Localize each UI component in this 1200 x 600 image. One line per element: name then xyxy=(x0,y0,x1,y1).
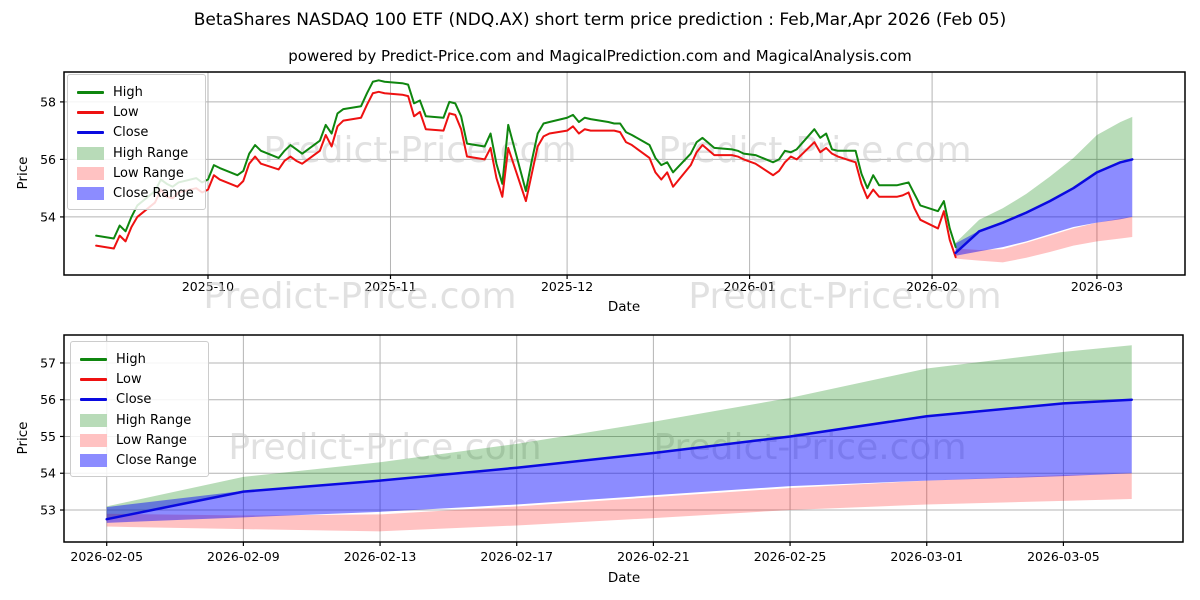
high-range-band xyxy=(955,116,1133,253)
y-tick-label: 58 xyxy=(40,94,56,109)
detail-legend: High Low Close High Range Low Range Close Ran… xyxy=(70,341,209,477)
overview-y-axis-label: Price xyxy=(15,156,31,190)
plot-border xyxy=(63,71,1186,276)
legend-item-high-range: High Range xyxy=(80,410,208,430)
page-title: BetaShares NASDAQ 100 ETF (NDQ.AX) short… xyxy=(193,10,1007,30)
y-tick-label: 57 xyxy=(40,355,56,370)
low-range-band xyxy=(955,216,1133,263)
close-line xyxy=(105,398,1133,521)
legend-item-label: Low xyxy=(116,371,142,387)
legend-item-label: Low Range xyxy=(113,165,184,181)
legend-item-label: Close xyxy=(116,392,152,408)
legend-item-label: High Range xyxy=(113,145,189,161)
x-tick-label: 2025-12 xyxy=(541,279,593,294)
close-range-band xyxy=(955,159,1133,256)
legend-item-low: Low xyxy=(77,102,205,122)
overview-legend: High Low Close High Range Low Range Close Ran… xyxy=(67,74,206,210)
legend-item-label: High Range xyxy=(116,412,192,428)
prediction-detail-plot: 2026-02-05 2026-02-09 2026-02-13 2026-02-17… xyxy=(40,334,1184,564)
low-line xyxy=(95,90,957,259)
y-tick-label: 56 xyxy=(40,152,56,167)
legend-line-swatch xyxy=(77,131,104,135)
watermark-text: Predict-Price.com xyxy=(263,130,576,171)
legend-item-high-range: High Range xyxy=(77,143,205,163)
watermark-text: Predict-Price.com xyxy=(203,276,516,317)
legend-patch-swatch xyxy=(77,166,104,180)
low-range-band xyxy=(106,473,1132,532)
legend-patch-swatch xyxy=(80,454,107,468)
watermark-text: Predict-Price.com xyxy=(688,276,1001,317)
y-tick-label: 53 xyxy=(40,503,56,518)
legend-line-swatch xyxy=(80,357,107,361)
legend-item-label: High xyxy=(113,84,143,100)
x-tick-label: 2026-03 xyxy=(1071,279,1123,294)
legend-item-close: Close xyxy=(80,390,208,410)
legend-line-swatch xyxy=(77,90,104,94)
legend-item-low-range: Low Range xyxy=(80,430,208,450)
x-tick-label: 2026-02-21 xyxy=(617,549,690,564)
watermark-text: Predict-Price.com xyxy=(228,427,541,468)
x-tick-label: 2026-02-17 xyxy=(480,549,553,564)
legend-item-high: High xyxy=(80,349,208,369)
legend-patch-swatch xyxy=(80,433,107,447)
x-tick-label: 2026-02-09 xyxy=(207,549,280,564)
legend-item-label: High xyxy=(116,351,146,367)
legend-item-close: Close xyxy=(77,123,205,143)
x-tick-label: 2026-02-13 xyxy=(344,549,417,564)
overview-plot: 2025-10 2025-11 2025-12 2026-01 2026-02 2026-… xyxy=(40,71,1186,294)
legend-line-swatch xyxy=(80,377,107,381)
x-tick-label: 2025-10 xyxy=(182,279,234,294)
legend-item-label: Low xyxy=(113,104,139,120)
legend-item-label: Low Range xyxy=(116,432,187,448)
close-line xyxy=(954,158,1134,255)
x-tick-label: 2026-03-01 xyxy=(890,549,963,564)
legend-item-label: Close Range xyxy=(116,453,197,469)
y-tick-label: 56 xyxy=(40,392,56,407)
legend-item-low: Low xyxy=(80,369,208,389)
legend-item-label: Close xyxy=(113,125,149,141)
legend-patch-swatch xyxy=(80,413,107,427)
y-tick-label: 55 xyxy=(40,429,56,444)
overview-x-axis-label: Date xyxy=(607,299,641,315)
legend-item-high: High xyxy=(77,82,205,102)
legend-line-swatch xyxy=(77,110,104,114)
x-tick-label: 2026-02-25 xyxy=(754,549,827,564)
close-range-band xyxy=(106,399,1132,523)
legend-patch-swatch xyxy=(77,187,104,201)
legend-item-label: Close Range xyxy=(113,186,194,202)
legend-patch-swatch xyxy=(77,146,104,160)
high-range-band xyxy=(106,345,1132,520)
detail-x-axis-label: Date xyxy=(607,570,641,586)
legend-line-swatch xyxy=(80,398,107,402)
y-tick-label: 54 xyxy=(40,466,56,481)
y-tick-label: 54 xyxy=(40,209,56,224)
x-tick-label: 2026-01 xyxy=(723,279,775,294)
detail-y-axis-label: Price xyxy=(15,421,31,455)
x-tick-label: 2025-11 xyxy=(364,279,416,294)
x-tick-label: 2026-02-05 xyxy=(70,549,143,564)
high-line xyxy=(95,79,957,249)
x-tick-label: 2026-03-05 xyxy=(1027,549,1100,564)
plot-border xyxy=(63,334,1184,543)
legend-item-low-range: Low Range xyxy=(77,163,205,183)
page-subtitle: powered by Predict-Price.com and Magical… xyxy=(288,47,912,65)
legend-item-close-range: Close Range xyxy=(80,450,208,470)
x-tick-label: 2026-02 xyxy=(906,279,958,294)
watermark-text: Predict-Price.com xyxy=(658,130,971,171)
legend-item-close-range: Close Range xyxy=(77,183,205,203)
